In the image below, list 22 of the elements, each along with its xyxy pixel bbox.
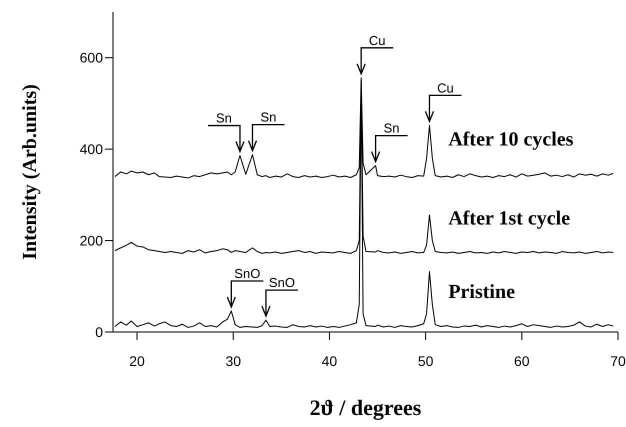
annotation: Cu [368, 32, 386, 48]
y-axis-title: Intensity (Arb.units) [19, 84, 41, 260]
x-tick-label: 20 [129, 352, 146, 369]
x-tick-label: 30 [225, 352, 242, 369]
series-label: Pristine [448, 281, 516, 304]
annotation: SnO [268, 275, 295, 290]
y-tick-label: 0 [95, 324, 104, 340]
annotation: Sn [384, 120, 400, 136]
annotation: Sn [260, 110, 276, 125]
y-tick-label: 600 [80, 50, 104, 66]
y-tick-label: 400 [80, 141, 104, 158]
x-tick-label: 40 [322, 352, 338, 369]
x-axis-title: 2ϑ / degrees [310, 395, 422, 420]
legend-label: After 10 cycles [448, 128, 574, 150]
x-tick-label: 70 [610, 352, 626, 369]
annotation: Cu [437, 80, 454, 96]
x-tick-label: 50 [418, 352, 434, 369]
annotation: SnO [234, 266, 260, 281]
y-tick-label: 200 [80, 232, 104, 249]
annotation: Sn [216, 110, 232, 126]
x-tick-label: 60 [514, 352, 530, 369]
series-label: After 1st cycle [448, 207, 570, 230]
